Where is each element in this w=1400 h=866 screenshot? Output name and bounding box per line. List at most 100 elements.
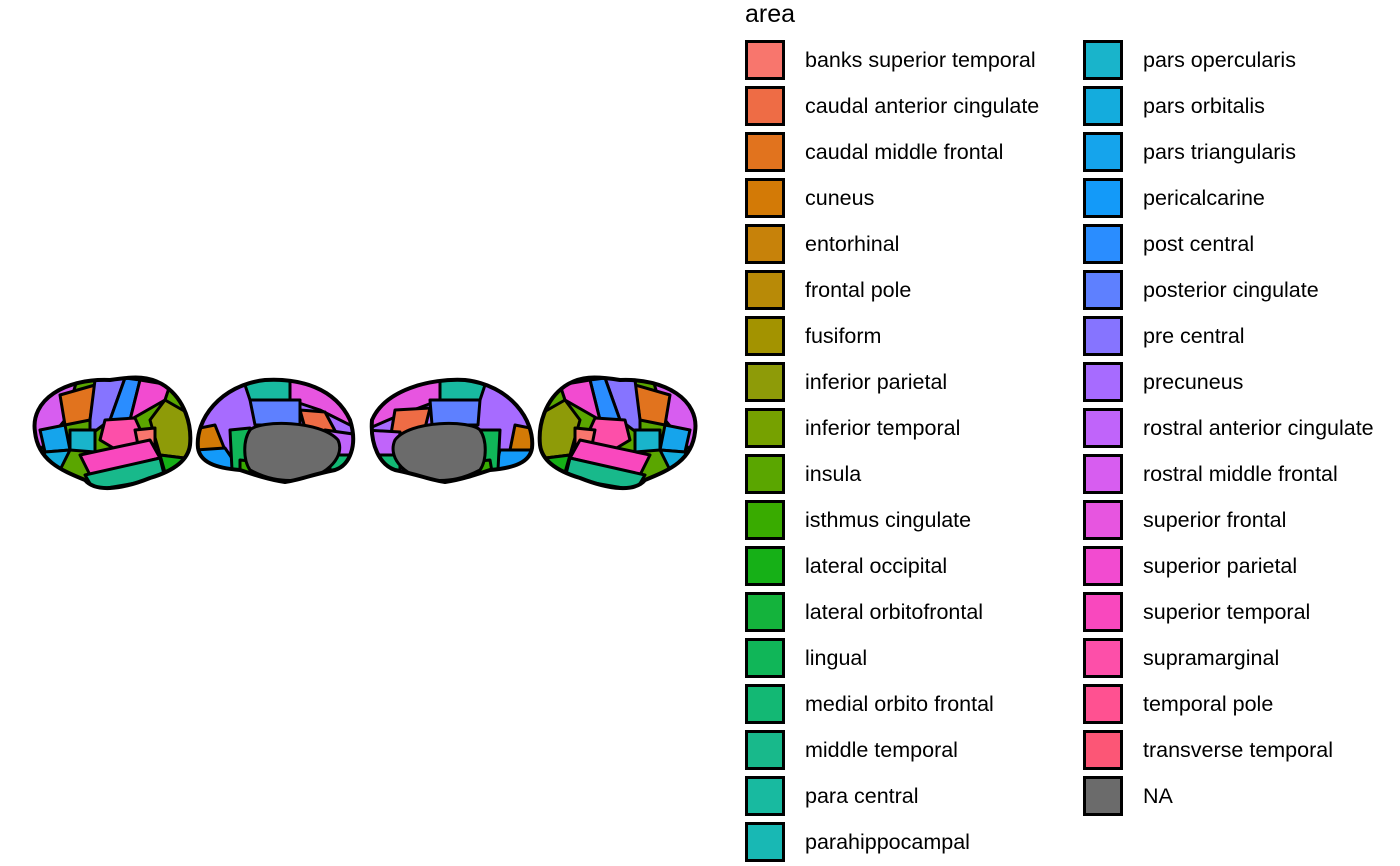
legend-swatch [745, 86, 785, 126]
legend-label: rostral middle frontal [1143, 462, 1338, 486]
legend-item: lingual [745, 638, 1039, 684]
legend-swatch [1083, 40, 1123, 80]
legend-item: rostral middle frontal [1083, 454, 1374, 500]
right-lateral-view [537, 375, 698, 491]
legend-item: pre central [1083, 316, 1374, 362]
legend-swatch [1083, 684, 1123, 724]
legend-swatch [745, 546, 785, 586]
legend-label: NA [1143, 784, 1173, 808]
legend-item: fusiform [745, 316, 1039, 362]
legend-swatch [1083, 408, 1123, 448]
legend-item: superior temporal [1083, 592, 1374, 638]
legend-swatch [1083, 86, 1123, 126]
legend-label: lateral occipital [805, 554, 948, 578]
legend-item: superior frontal [1083, 500, 1374, 546]
legend-column-1: banks superior temporal caudal anterior c… [745, 40, 1039, 866]
legend-label: pars orbitalis [1143, 94, 1265, 118]
legend-label: caudal anterior cingulate [805, 94, 1040, 118]
legend-item: inferior parietal [745, 362, 1039, 408]
legend-label: superior temporal [1143, 600, 1311, 624]
legend-label: entorhinal [805, 232, 900, 256]
legend-item: caudal anterior cingulate [745, 86, 1039, 132]
legend-label: isthmus cingulate [805, 508, 972, 532]
legend-swatch [1083, 730, 1123, 770]
legend-item: insula [745, 454, 1039, 500]
legend-swatch [745, 776, 785, 816]
brain-views [32, 375, 698, 491]
legend-label: lateral orbitofrontal [805, 600, 984, 624]
legend-item: entorhinal [745, 224, 1039, 270]
legend-label: middle temporal [805, 738, 958, 762]
legend-label: transverse temporal [1143, 738, 1333, 762]
legend-swatch [1083, 132, 1123, 172]
legend-label: pars opercularis [1143, 48, 1296, 72]
legend-item: temporal pole [1083, 684, 1374, 730]
legend-swatch [745, 500, 785, 540]
legend-item: NA [1083, 776, 1374, 822]
legend-swatch [1083, 316, 1123, 356]
left-medial-view [195, 377, 356, 485]
legend-swatch [745, 132, 785, 172]
legend-label: lingual [805, 646, 868, 670]
legend-title: area [745, 0, 796, 28]
right-medial-view [369, 377, 535, 485]
legend-item: pars triangularis [1083, 132, 1374, 178]
legend-label: cuneus [805, 186, 875, 210]
legend-swatch [745, 316, 785, 356]
legend-item: frontal pole [745, 270, 1039, 316]
legend-label: inferior parietal [805, 370, 948, 394]
legend-item: pars opercularis [1083, 40, 1374, 86]
legend-swatch [745, 454, 785, 494]
legend-label: insula [805, 462, 862, 486]
legend-item: transverse temporal [1083, 730, 1374, 776]
legend-label: rostral anterior cingulate [1143, 416, 1374, 440]
legend-swatch [1083, 178, 1123, 218]
legend-item: middle temporal [745, 730, 1039, 776]
legend-column-2: pars opercularis pars orbitalis pars trian… [1083, 40, 1374, 822]
legend-label: caudal middle frontal [805, 140, 1004, 164]
legend-swatch [1083, 362, 1123, 402]
legend-swatch [745, 362, 785, 402]
legend-item: caudal middle frontal [745, 132, 1039, 178]
legend-label: supramarginal [1143, 646, 1280, 670]
legend-item: pars orbitalis [1083, 86, 1374, 132]
legend-label: superior parietal [1143, 554, 1298, 578]
legend-item: cuneus [745, 178, 1039, 224]
legend-item: supramarginal [1083, 638, 1374, 684]
legend-item: pericalcarine [1083, 178, 1374, 224]
legend-label: precuneus [1143, 370, 1244, 394]
legend-label: medial orbito frontal [805, 692, 994, 716]
legend-label: post central [1143, 232, 1255, 256]
legend-label: fusiform [805, 324, 882, 348]
legend-swatch [745, 592, 785, 632]
legend-swatch [745, 730, 785, 770]
legend-swatch [1083, 776, 1123, 816]
left-lateral-view [32, 375, 193, 491]
legend-swatch [745, 684, 785, 724]
legend-label: banks superior temporal [805, 48, 1036, 72]
legend-label: parahippocampal [805, 830, 970, 854]
legend-label: inferior temporal [805, 416, 961, 440]
legend-swatch [1083, 546, 1123, 586]
legend-swatch [1083, 500, 1123, 540]
legend-item: superior parietal [1083, 546, 1374, 592]
legend-item: parahippocampal [745, 822, 1039, 866]
legend-label: para central [805, 784, 919, 808]
legend-label: pericalcarine [1143, 186, 1265, 210]
legend-label: temporal pole [1143, 692, 1274, 716]
legend-item: rostral anterior cingulate [1083, 408, 1374, 454]
legend-item: para central [745, 776, 1039, 822]
legend-swatch [1083, 224, 1123, 264]
legend-label: frontal pole [805, 278, 912, 302]
legend-swatch [745, 270, 785, 310]
legend-swatch [1083, 638, 1123, 678]
legend-label: posterior cingulate [1143, 278, 1319, 302]
legend-item: precuneus [1083, 362, 1374, 408]
legend-swatch [1083, 592, 1123, 632]
legend-item: lateral orbitofrontal [745, 592, 1039, 638]
legend-label: pre central [1143, 324, 1245, 348]
legend-item: inferior temporal [745, 408, 1039, 454]
legend-swatch [745, 408, 785, 448]
legend-item: lateral occipital [745, 546, 1039, 592]
